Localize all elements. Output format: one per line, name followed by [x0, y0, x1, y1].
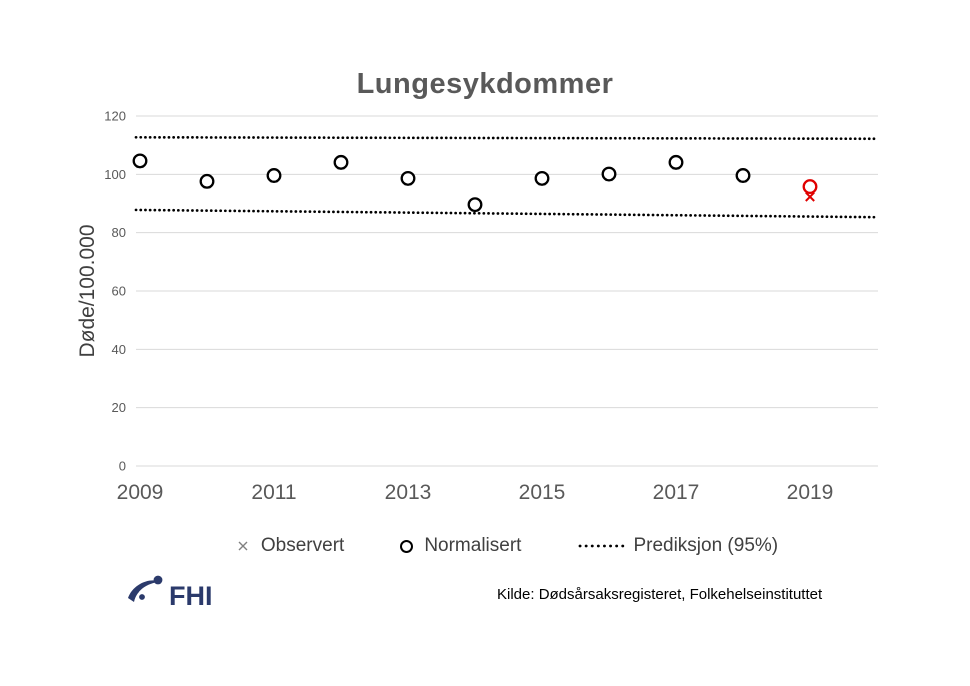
x-tick-label: 2011 [251, 481, 296, 504]
legend-item-normalized: Normalisert [400, 535, 521, 557]
prediction-lower-line [134, 208, 880, 219]
y-tick-label: 80 [112, 225, 126, 240]
prediction-upper-line [134, 135, 880, 141]
normalized-point [132, 153, 148, 169]
normalized-point [400, 170, 416, 186]
normalized-point [601, 166, 617, 182]
normalized-point [333, 154, 349, 170]
normalized-point [467, 197, 483, 213]
normalized-point [199, 173, 215, 189]
y-tick-label: 20 [112, 400, 126, 415]
legend-item-observed: Observert [236, 535, 344, 557]
chart-legend: Observert Normalisert Prediksjon (95%) [136, 531, 878, 561]
y-tick-label: 40 [112, 342, 126, 357]
observed-point-highlight [805, 191, 815, 202]
y-tick-label: 100 [104, 167, 126, 182]
y-tick-label: 0 [119, 459, 126, 474]
y-tick-label: 60 [112, 284, 126, 299]
legend-label-prediction: Prediksjon (95%) [633, 535, 779, 556]
y-axis-title: Døde/100.000 [76, 224, 99, 358]
x-tick-label: 2017 [653, 481, 700, 504]
normalized-point [668, 154, 684, 170]
chart-title: Lungesykdommer [356, 68, 614, 100]
y-tick-label: 120 [104, 109, 126, 124]
legend-label-observed: Observert [260, 535, 345, 556]
source-credit: Kilde: Dødsårsaksregisteret, Folkehelsei… [497, 586, 823, 603]
x-tick-label: 2009 [117, 481, 164, 504]
observed-x-marker-icon [238, 541, 248, 551]
normalized-point [266, 168, 282, 183]
dotted-line-marker-icon [579, 544, 629, 548]
normalized-point [534, 170, 550, 186]
legend-item-prediction: Prediksjon (95%) [577, 535, 778, 557]
normalized-point [735, 168, 751, 183]
fhi-logo: FHI [128, 575, 213, 611]
legend-label-normalized: Normalisert [424, 535, 522, 556]
fhi-logo-text: FHI [169, 581, 213, 611]
fhi-swoosh-icon [128, 575, 163, 602]
normalized-point-highlight [802, 179, 818, 195]
normalized-circle-marker-icon [400, 539, 414, 553]
x-tick-label: 2013 [385, 481, 432, 504]
x-tick-label: 2019 [787, 481, 834, 504]
x-tick-label: 2015 [519, 481, 566, 504]
